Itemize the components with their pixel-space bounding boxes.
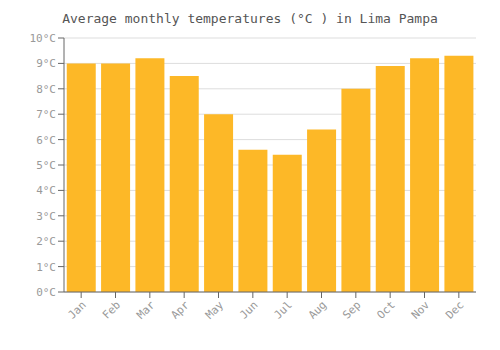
html-text:Average monthly temperatures (: Average monthly temperatures (°C ) in Li… <box>62 11 438 26</box>
svg-text:7°C: 7°C <box>36 108 56 121</box>
svg-text:Sep: Sep <box>340 298 363 321</box>
svg-text:Jan: Jan <box>66 298 89 321</box>
svg-text:Aug: Aug <box>306 298 329 321</box>
svg-text:4°C: 4°C <box>36 184 56 197</box>
svg-text:5°C: 5°C <box>36 159 56 172</box>
svg-text:6°C: 6°C <box>36 134 56 147</box>
svg-text:8°C: 8°C <box>36 83 56 96</box>
svg-text:Oct: Oct <box>375 298 398 321</box>
svg-text:3°C: 3°C <box>36 210 56 223</box>
svg-text:Nov: Nov <box>409 298 433 322</box>
svg-text:Apr: Apr <box>169 298 193 322</box>
svg-text:1°C: 1°C <box>36 261 56 274</box>
svg-text:Jun: Jun <box>237 298 260 321</box>
svg-text:Mar: Mar <box>134 298 158 322</box>
svg-text:Feb: Feb <box>100 298 123 321</box>
svg-text:Dec: Dec <box>443 298 466 321</box>
svg-text:9°C: 9°C <box>36 57 56 70</box>
svg-text:10°C: 10°C <box>30 32 57 45</box>
svg-text:2°C: 2°C <box>36 235 56 248</box>
svg-text:Jul: Jul <box>272 298 295 321</box>
svg-text:0°C: 0°C <box>36 286 56 299</box>
svg-text:May: May <box>203 298 227 322</box>
